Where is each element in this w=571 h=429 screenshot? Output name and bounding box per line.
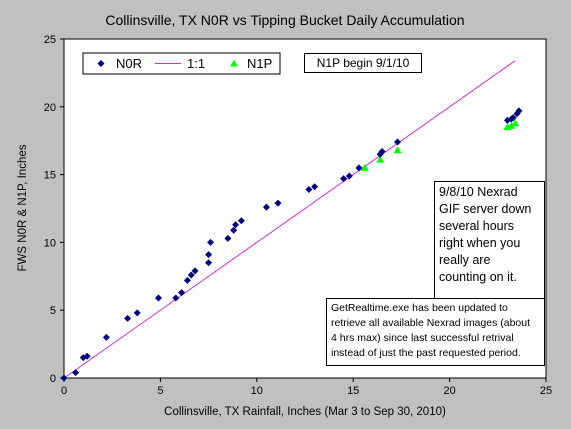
x-tick-label: 15 xyxy=(347,385,359,397)
x-tick-label: 25 xyxy=(540,385,552,397)
series-layer xyxy=(60,60,523,382)
x-tick-label: 5 xyxy=(157,385,163,397)
legend-n0r-label: N0R xyxy=(116,56,142,71)
n0r-point xyxy=(305,186,313,194)
y-tick-label: 20 xyxy=(44,102,56,114)
getrealtime-note-line: retrieve all available Nexrad images (ab… xyxy=(331,317,531,329)
n0r-point xyxy=(340,175,348,183)
getrealtime-note: GetRealtime.exe has been updated to retri… xyxy=(326,298,545,366)
legend: N0R 1:1 N1P xyxy=(82,52,281,75)
n1p-point xyxy=(507,121,516,129)
n0r-point xyxy=(355,164,363,172)
n0r-point xyxy=(237,217,245,225)
x-tick-label: 20 xyxy=(443,385,455,397)
y-tick-label: 25 xyxy=(44,34,56,46)
server-down-note-line: right when you xyxy=(439,236,521,250)
n0r-point xyxy=(191,267,199,275)
chart-title: Collinsville, TX N0R vs Tipping Bucket D… xyxy=(105,12,464,28)
legend-n1p-label: N1P xyxy=(247,56,272,71)
n0r-point xyxy=(187,271,195,279)
getrealtime-note-line: 4 hrs max) since last successful retriva… xyxy=(331,332,514,344)
n0r-point xyxy=(72,369,80,377)
n1p-point xyxy=(376,155,385,163)
server-down-note-line: 9/8/10 Nexrad xyxy=(439,185,518,199)
n0r-point xyxy=(178,289,186,297)
n0r-point xyxy=(232,221,240,229)
server-down-note-line: really are xyxy=(439,253,491,267)
legend-n0r-marker xyxy=(97,60,105,67)
server-down-note-line: several hours xyxy=(439,219,515,233)
n0r-point xyxy=(124,314,132,322)
n0r-point xyxy=(133,309,141,317)
y-axis-label: FWS N0R & N1P, Inches xyxy=(17,144,29,271)
n0r-point xyxy=(60,374,68,382)
getrealtime-note-line: GetRealtime.exe has been updated to xyxy=(331,302,508,314)
y-tick-label: 0 xyxy=(50,373,56,385)
n0r-point xyxy=(205,251,213,259)
n0r-point xyxy=(345,172,353,180)
y-tick-label: 15 xyxy=(44,170,56,182)
n0r-point xyxy=(207,238,215,246)
n0r-point xyxy=(183,276,191,284)
legend-one-to-one-label: 1:1 xyxy=(187,56,205,71)
n1p-point xyxy=(360,163,369,171)
n0r-point xyxy=(83,352,91,360)
n0r-point xyxy=(102,333,110,341)
server-down-note: 9/8/10 Nexrad GIF server down several hour… xyxy=(434,181,545,313)
y-tick-label: 5 xyxy=(50,305,56,317)
n0r-point xyxy=(274,199,282,207)
one-to-one-line xyxy=(63,60,516,379)
n0r-point xyxy=(230,226,238,234)
n1p-point xyxy=(393,146,402,154)
x-tick-label: 10 xyxy=(251,385,263,397)
n0r-point xyxy=(378,148,386,156)
legend-n1p-marker xyxy=(230,59,238,67)
n1p-point xyxy=(511,119,520,127)
n0r-point xyxy=(262,203,270,211)
y-tick-label: 10 xyxy=(44,237,56,249)
x-axis: 0 5 10 15 20 25 xyxy=(61,378,552,397)
x-axis-label: Collinsville, TX Rainfall, Inches (Mar 3… xyxy=(164,406,446,418)
server-down-note-line: counting on it. xyxy=(439,270,517,284)
n0r-point xyxy=(515,107,523,115)
legend-box xyxy=(82,52,281,75)
n0r-point xyxy=(311,183,319,191)
getrealtime-note-line: instead of just the past requested perio… xyxy=(331,347,521,359)
n0r-point xyxy=(154,294,162,302)
n0r-point xyxy=(509,114,517,122)
x-tick-label: 0 xyxy=(61,385,67,397)
n0r-point xyxy=(224,234,232,242)
n0r-point xyxy=(205,259,213,267)
n1p-begin-note: N1P begin 9/1/10 xyxy=(304,53,422,73)
n0r-point xyxy=(172,294,180,302)
n0r-point xyxy=(394,138,402,146)
server-down-note-line: GIF server down xyxy=(439,202,532,216)
